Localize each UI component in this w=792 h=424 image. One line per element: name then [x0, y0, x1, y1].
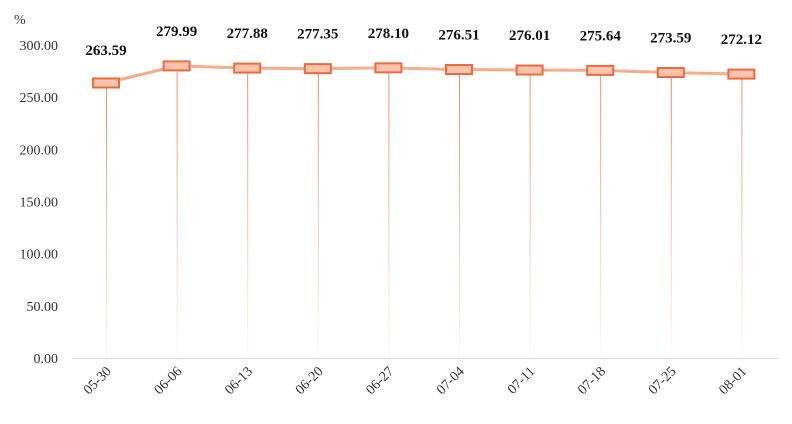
- drop-lines: [106, 65, 743, 359]
- x-tick-label: 05-30: [81, 364, 115, 398]
- x-tick-label: 07-18: [575, 364, 609, 398]
- data-label: 272.12: [721, 32, 762, 48]
- y-axis-ticks: 0.00 50.00 100.00 150.00 200.00 250.00 300.00: [20, 39, 59, 367]
- data-point-marker: [92, 77, 120, 89]
- x-tick-label: 08-01: [717, 364, 751, 398]
- drop-line: [529, 70, 531, 358]
- x-tick-label: 07-11: [505, 364, 538, 397]
- y-axis-unit: %: [14, 13, 26, 28]
- data-label: 278.10: [368, 26, 409, 42]
- y-tick-label: 0.00: [34, 352, 59, 367]
- data-point-marker: [727, 68, 756, 80]
- data-label: 275.64: [580, 28, 622, 44]
- x-tick-label: 06-20: [293, 364, 327, 398]
- data-point-marker: [586, 64, 615, 76]
- data-point-marker: [515, 64, 544, 76]
- data-label: 276.51: [438, 28, 479, 44]
- data-label: 263.59: [85, 43, 126, 59]
- data-label: 277.88: [227, 26, 268, 42]
- markers: [92, 60, 756, 89]
- x-tick-label: 06-13: [222, 364, 256, 398]
- data-label: 273.59: [650, 31, 691, 47]
- data-point-marker: [374, 62, 403, 74]
- data-point-marker: [445, 64, 473, 76]
- x-axis-ticks: 05-30 06-06 06-13 06-20 06-27 07-04 07-11 07-18…: [81, 364, 750, 398]
- drop-line: [600, 70, 602, 359]
- data-point-marker: [303, 63, 332, 75]
- x-tick-label: 06-27: [364, 364, 398, 398]
- y-tick-label: 250.00: [20, 91, 59, 106]
- drop-line: [388, 67, 390, 358]
- y-tick-label: 150.00: [20, 196, 59, 211]
- x-tick-label: 07-25: [646, 364, 680, 398]
- data-point-marker: [656, 67, 685, 79]
- x-tick-label: 06-06: [152, 364, 186, 398]
- data-point-marker: [162, 60, 191, 72]
- drop-line: [317, 68, 319, 358]
- x-tick-label: 07-04: [434, 364, 468, 398]
- drop-line: [106, 82, 107, 359]
- data-label: 279.99: [156, 24, 197, 40]
- drop-line: [741, 74, 743, 358]
- data-label: 277.35: [297, 27, 338, 43]
- y-tick-label: 50.00: [27, 300, 59, 315]
- y-tick-label: 100.00: [20, 248, 59, 263]
- drop-line: [459, 69, 460, 358]
- data-labels: 263.59 279.99 277.88 277.35 278.10 276.51 276.…: [85, 24, 762, 59]
- series-line: [105, 64, 742, 85]
- drop-line: [176, 65, 178, 358]
- data-point-marker: [233, 62, 262, 74]
- drop-line: [247, 68, 249, 358]
- drop-line: [670, 72, 672, 358]
- data-label: 276.01: [509, 28, 550, 44]
- y-tick-label: 300.00: [20, 39, 59, 54]
- y-tick-label: 200.00: [20, 143, 59, 158]
